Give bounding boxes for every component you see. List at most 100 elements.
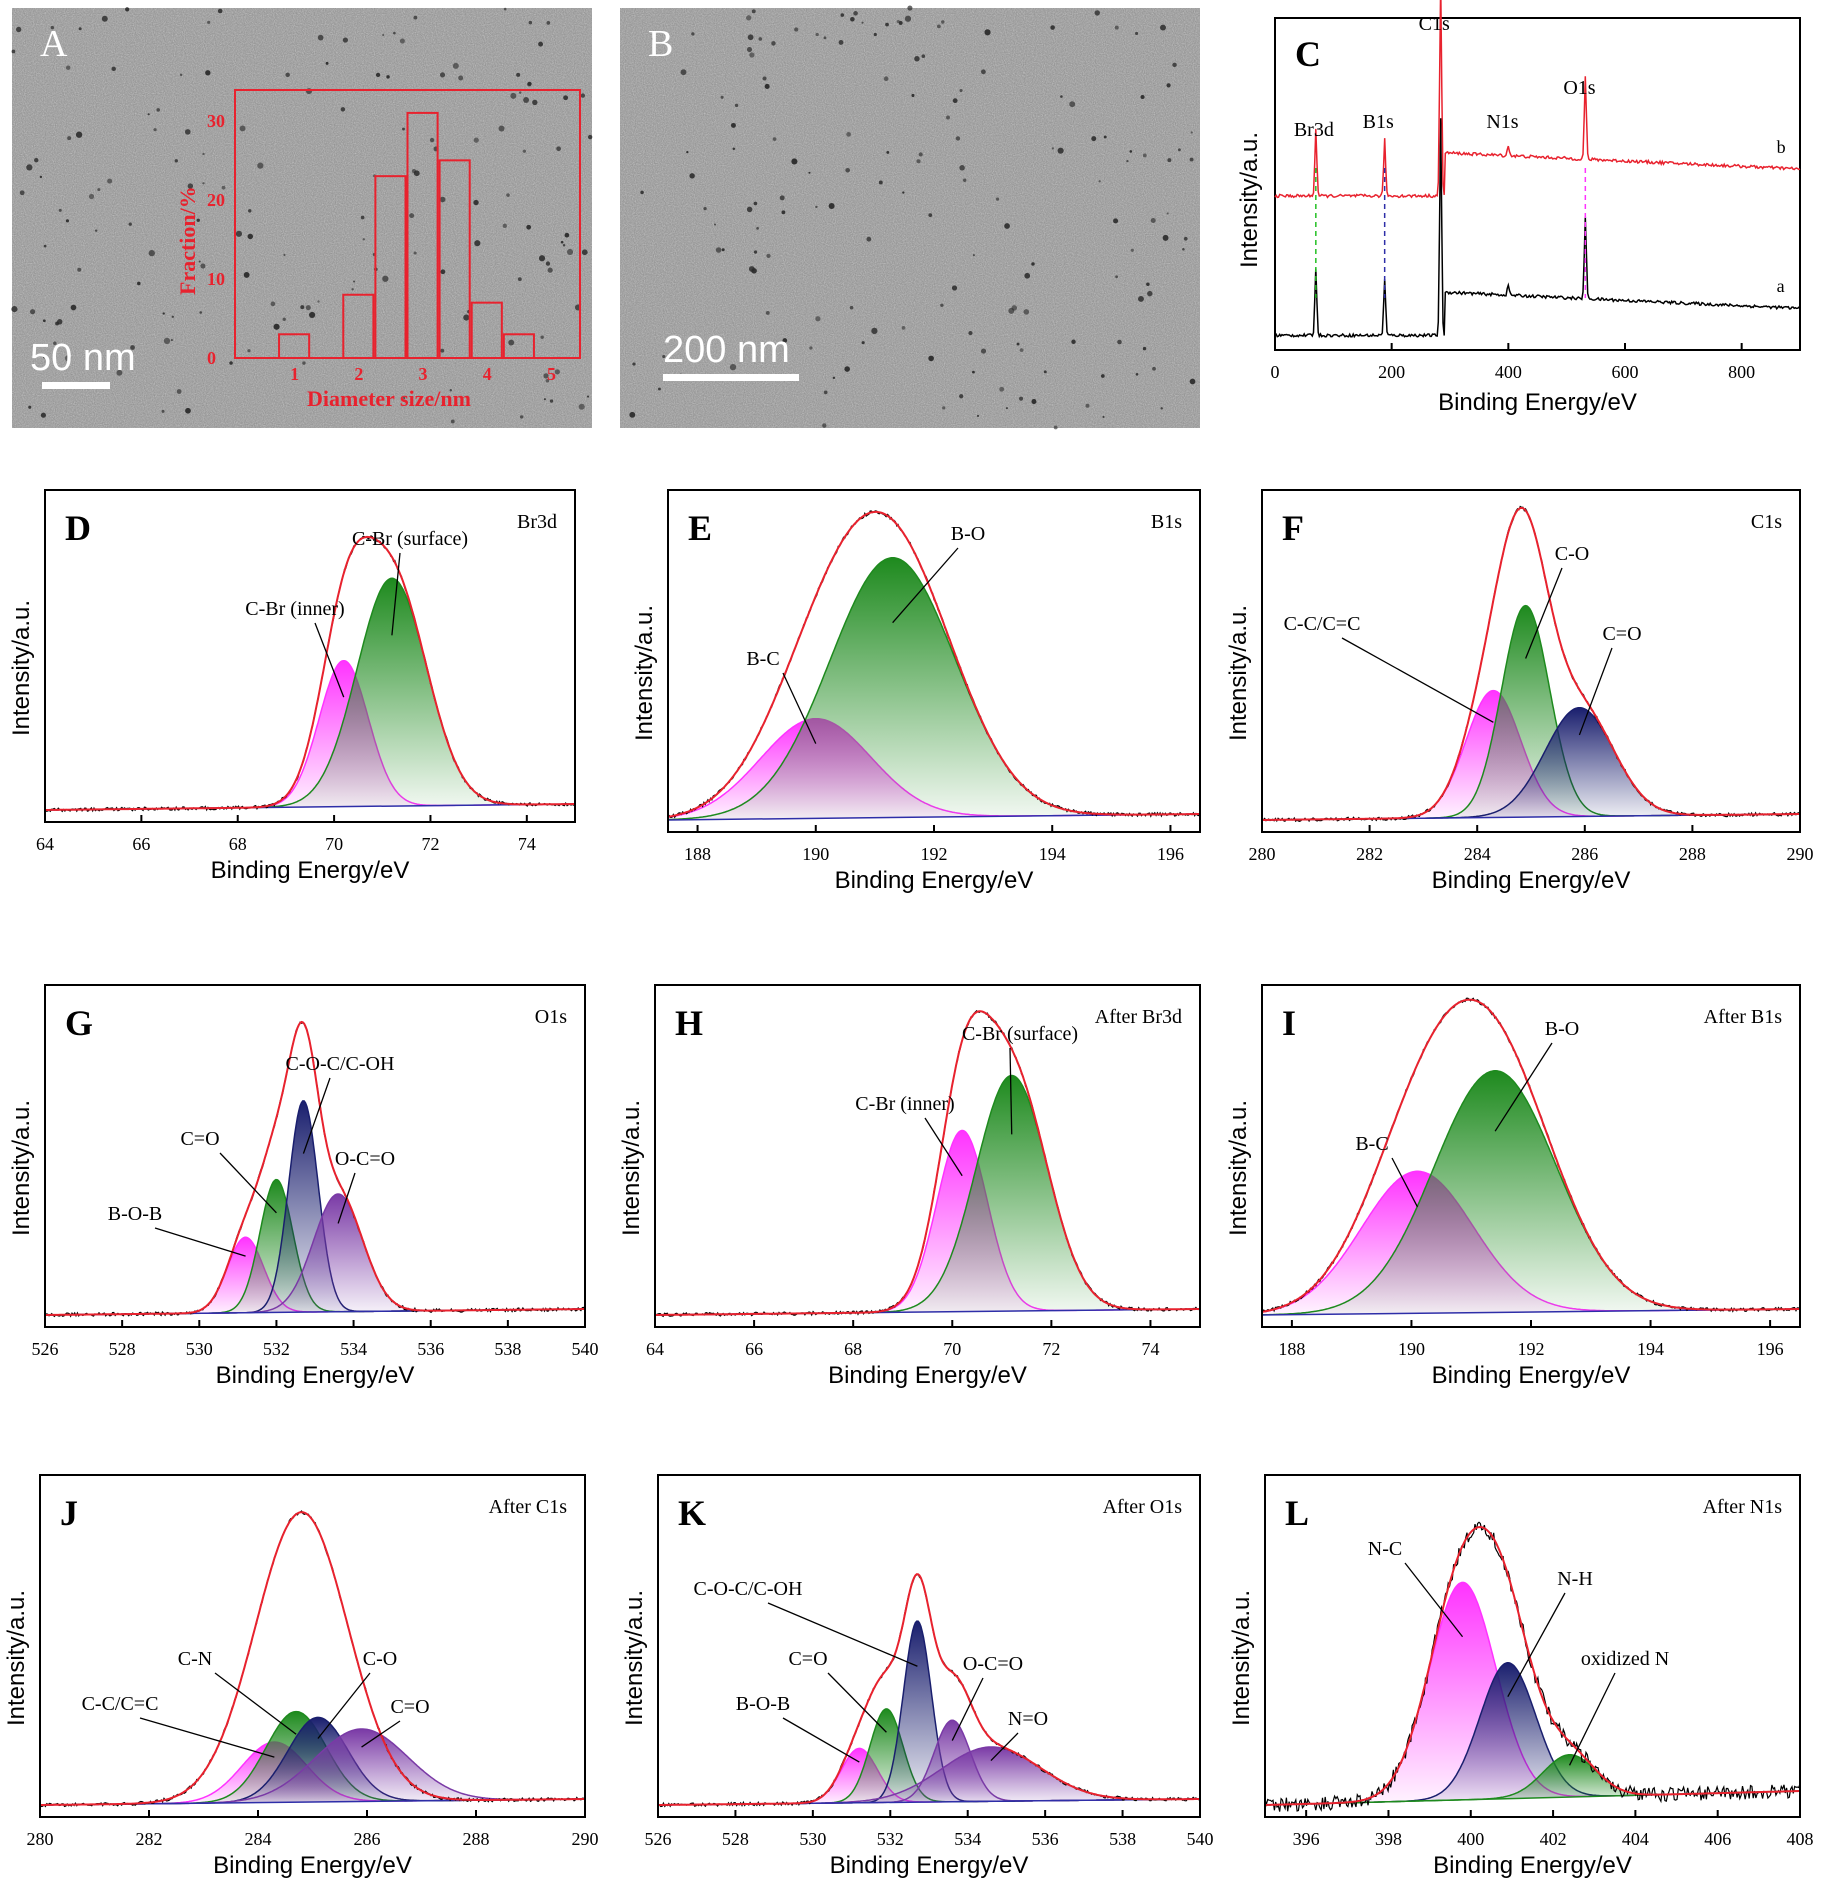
fit-envelope	[45, 535, 575, 811]
panel-letter-d: D	[65, 508, 91, 548]
particle-dot	[729, 363, 737, 371]
particle-dot	[980, 69, 986, 75]
particle-dot	[403, 396, 406, 400]
component-fill	[658, 1747, 1200, 1805]
particle-dot	[1189, 157, 1194, 162]
component-label: C-O	[363, 1648, 397, 1670]
particle-dot	[28, 405, 32, 409]
panel-letter-i: I	[1282, 1003, 1296, 1043]
x-tick-label: 192	[1518, 1339, 1545, 1359]
label-arrow	[154, 1227, 246, 1257]
x-tick-label: 68	[229, 834, 247, 854]
component-fill	[45, 660, 575, 810]
peak-label: Br3d	[1294, 119, 1334, 141]
particle-dot	[1008, 307, 1015, 314]
particle-dot	[217, 8, 223, 14]
particle-dot	[1051, 147, 1054, 150]
particle-dot	[936, 24, 941, 29]
particle-dot	[815, 316, 821, 322]
particle-dot	[703, 206, 707, 211]
particle-dot	[928, 355, 934, 362]
particle-dot	[458, 75, 464, 81]
x-tick-label: 402	[1540, 1829, 1567, 1849]
particle-dot	[545, 378, 550, 383]
particle-dot	[734, 103, 739, 108]
x-tick-label: 528	[109, 1339, 136, 1359]
particle-dot	[111, 66, 116, 72]
particle-dot	[959, 394, 964, 399]
y-axis-title: Intensity/a.u.	[618, 1100, 645, 1236]
particle-dot	[968, 331, 973, 336]
y-axis-title: Intensity/a.u.	[1228, 1590, 1255, 1726]
particle-dot	[187, 183, 194, 189]
particle-dot	[972, 254, 975, 257]
y-axis-title: Intensity/a.u.	[1225, 1100, 1252, 1236]
particle-dot	[815, 32, 819, 37]
x-tick-label: 200	[1378, 362, 1405, 382]
component-fill	[1262, 1070, 1800, 1315]
inset-x-tick: 4	[483, 364, 492, 384]
particle-dot	[64, 355, 72, 362]
particle-dot	[1069, 101, 1076, 108]
x-tick-label: 74	[1141, 1339, 1159, 1359]
particle-dot	[1160, 24, 1166, 31]
particle-dot	[1183, 236, 1188, 241]
particle-dot	[1085, 403, 1090, 408]
particle-dot	[517, 277, 522, 282]
particle-dot	[386, 75, 390, 79]
particle-dot	[815, 205, 818, 209]
scale-bar-label: 50 nm	[30, 337, 136, 379]
xps-panel-j: 280 282 284 286 288 290 Binding Energy/eV Inten…	[3, 1474, 599, 1879]
particle-dot	[756, 226, 759, 230]
particle-dot	[543, 373, 549, 379]
particle-dot	[156, 108, 160, 112]
fit-envelope	[655, 1010, 1200, 1316]
xps-panel-e: 188 190 192 194 196 Binding Energy/eV Intensit…	[631, 489, 1201, 894]
component-fill	[658, 1621, 1200, 1805]
plot-frame	[44, 489, 576, 823]
label-arrow	[1507, 1592, 1566, 1698]
particle-dot	[508, 339, 515, 346]
x-axis-title: Binding Energy/eV	[835, 867, 1034, 894]
particle-dot	[580, 93, 586, 98]
y-axis-title: Intensity/a.u.	[8, 1100, 35, 1236]
particle-dot	[39, 175, 43, 179]
xps-panel-d: 64 66 68 70 72 74 Binding Energy/eV Intensity/a…	[8, 489, 576, 884]
particle-dot	[556, 146, 561, 152]
particle-dot	[148, 249, 155, 257]
particle-dot	[1130, 248, 1134, 252]
component-label: B-O	[1545, 1018, 1579, 1040]
particle-dot	[980, 348, 987, 354]
label-arrow	[1341, 637, 1494, 723]
panel-title: After B1s	[1704, 1006, 1783, 1028]
component-label: O-C=O	[963, 1653, 1023, 1675]
x-axis-title: Binding Energy/eV	[1432, 1362, 1631, 1389]
x-tick-label: 70	[325, 834, 343, 854]
x-tick-label: 404	[1622, 1829, 1649, 1849]
x-tick-label: 286	[354, 1829, 381, 1849]
x-tick-label: 290	[1787, 844, 1814, 864]
particle-dot	[248, 209, 252, 213]
particle-dot	[721, 248, 725, 252]
series-label: b	[1777, 137, 1786, 157]
x-tick-label: 196	[1757, 1339, 1784, 1359]
particle-dot	[1142, 346, 1147, 351]
particle-dot	[282, 317, 286, 321]
particle-dot	[205, 70, 211, 76]
label-arrow	[317, 1672, 371, 1739]
particle-dot	[317, 34, 324, 41]
particle-dot	[562, 243, 566, 247]
particle-dot	[498, 125, 505, 132]
particle-dot	[545, 261, 551, 266]
x-tick-label: 194	[1637, 1339, 1664, 1359]
particle-dot	[543, 398, 546, 401]
particle-dot	[563, 95, 569, 101]
particle-dot	[351, 288, 354, 291]
component-label: C-O-C/C-OH	[286, 1053, 395, 1075]
particle-dot	[878, 180, 883, 185]
fit-envelope	[1262, 506, 1800, 821]
particle-dot	[896, 20, 900, 24]
particle-dot	[473, 199, 479, 206]
particle-dot	[75, 131, 83, 138]
particle-dot	[846, 132, 851, 137]
